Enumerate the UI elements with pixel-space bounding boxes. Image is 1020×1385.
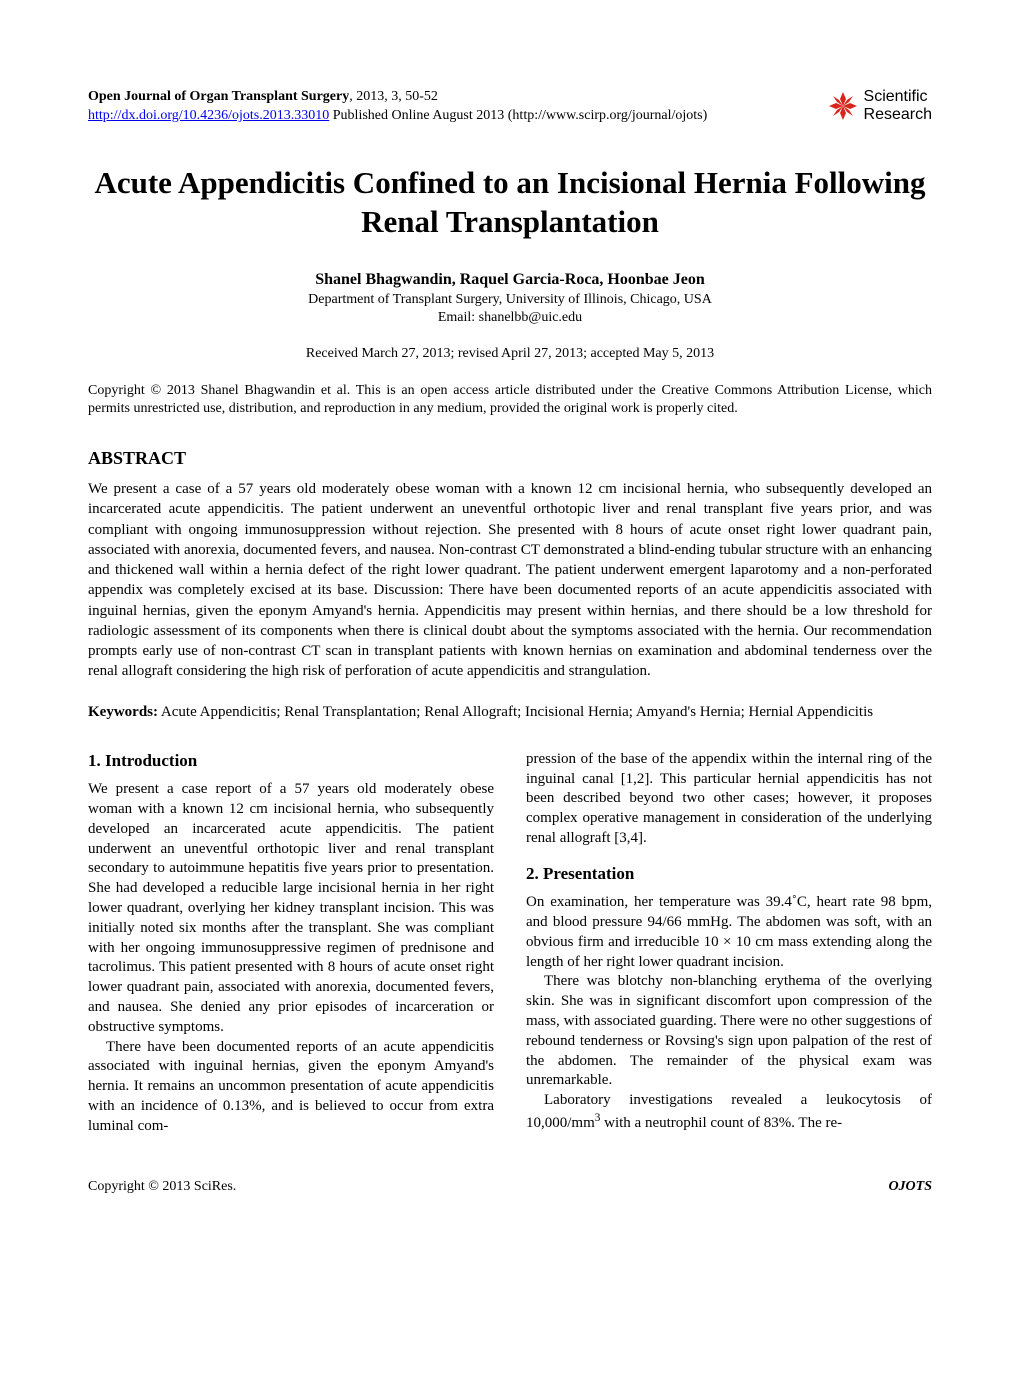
presentation-para-3: Laboratory investigations revealed a leu… (526, 1091, 932, 1134)
page: Open Journal of Organ Transplant Surgery… (0, 0, 1020, 1235)
column-right: pression of the base of the appendix wit… (526, 750, 932, 1137)
publisher-logo: Scientific Research (828, 88, 932, 123)
abstract-body: We present a case of a 57 years old mode… (88, 479, 932, 682)
keywords: Keywords: Acute Appendicitis; Renal Tran… (88, 702, 932, 722)
footer: Copyright © 2013 SciRes. OJOTS (88, 1179, 932, 1195)
affiliation: Department of Transplant Surgery, Univer… (88, 291, 932, 309)
abstract-heading: ABSTRACT (88, 448, 932, 469)
presentation-para-2: There was blotchy non-blanching erythema… (526, 972, 932, 1091)
logo-line1: Scientific (864, 88, 932, 106)
footer-left: Copyright © 2013 SciRes. (88, 1179, 236, 1195)
lab-text-b: with a neutrophil count of 83%. The re- (600, 1115, 842, 1131)
footer-right: OJOTS (888, 1179, 932, 1195)
header-row: Open Journal of Organ Transplant Surgery… (88, 88, 932, 126)
column-left: 1. Introduction We present a case report… (88, 750, 494, 1137)
intro-para-1: We present a case report of a 57 years o… (88, 780, 494, 1037)
keywords-label: Keywords: (88, 704, 158, 720)
journal-name: Open Journal of Organ Transplant Surgery (88, 89, 349, 104)
doi-link[interactable]: http://dx.doi.org/10.4236/ojots.2013.330… (88, 108, 329, 123)
doi-line: http://dx.doi.org/10.4236/ojots.2013.330… (88, 107, 707, 126)
dates: Received March 27, 2013; revised April 2… (88, 346, 932, 362)
logo-text: Scientific Research (864, 88, 932, 123)
header-left: Open Journal of Organ Transplant Surgery… (88, 88, 707, 126)
article-title: Acute Appendicitis Confined to an Incisi… (88, 164, 932, 242)
two-column-body: 1. Introduction We present a case report… (88, 750, 932, 1137)
journal-line: Open Journal of Organ Transplant Surgery… (88, 88, 707, 107)
email: Email: shanelbb@uic.edu (88, 309, 932, 327)
authors: Shanel Bhagwandin, Raquel Garcia-Roca, H… (88, 271, 932, 289)
logo-icon (828, 91, 858, 121)
presentation-para-1: On examination, her temperature was 39.4… (526, 893, 932, 972)
doi-rest: Published Online August 2013 (http://www… (329, 108, 707, 123)
section-2-heading: 2. Presentation (526, 863, 932, 885)
logo-line2: Research (864, 106, 932, 124)
section-1-heading: 1. Introduction (88, 750, 494, 772)
intro-para-2-cont: pression of the base of the appendix wit… (526, 750, 932, 849)
keywords-body: Acute Appendicitis; Renal Transplantatio… (158, 704, 873, 720)
journal-issue: , 2013, 3, 50-52 (349, 89, 438, 104)
intro-para-2: There have been documented reports of an… (88, 1038, 494, 1137)
copyright-text: Copyright © 2013 Shanel Bhagwandin et al… (88, 383, 932, 416)
copyright-notice: Copyright © 2013 Shanel Bhagwandin et al… (88, 382, 932, 418)
